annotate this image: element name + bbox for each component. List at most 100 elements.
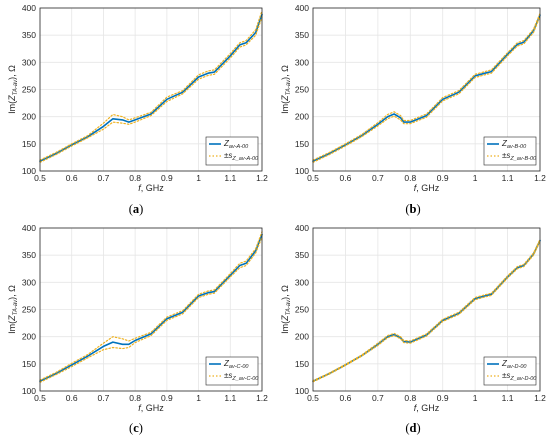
x-tick-label: 0.8 xyxy=(129,393,141,403)
x-tick-label: 0.5 xyxy=(34,173,46,183)
legend-box xyxy=(205,356,259,386)
x-tick-label: 0.7 xyxy=(372,173,384,183)
legend: Zav-B-00±sZ_av-B-00 xyxy=(483,136,537,166)
x-tick-label: 1.2 xyxy=(256,173,268,183)
x-tick-label: 0.6 xyxy=(340,393,352,403)
y-tick-label: 300 xyxy=(22,57,36,67)
x-axis-label: f, GHz xyxy=(138,183,164,193)
x-tick-label: 1.1 xyxy=(502,173,514,183)
legend-box xyxy=(205,136,259,166)
deviation-line xyxy=(39,10,263,161)
x-tick-label: 1.1 xyxy=(224,173,236,183)
y-tick-label: 350 xyxy=(295,250,309,260)
legend-label: ±sZ_av-C-00 xyxy=(224,371,259,382)
x-tick-label: 1.2 xyxy=(534,393,546,403)
chart-panel: 0.5 0.6 0.7 0.8 0.9 1 1.1 1.2 100 150 200 250 300 350… xyxy=(280,3,546,216)
y-tick-label: 100 xyxy=(295,166,309,176)
y-tick-label: 100 xyxy=(22,386,36,396)
y-tick-label: 350 xyxy=(22,30,36,40)
y-tick-label: 350 xyxy=(22,250,36,260)
legend: Zav-C-00±sZ_av-C-00 xyxy=(205,356,259,386)
x-tick-label: 1.1 xyxy=(224,393,236,403)
y-tick-label: 300 xyxy=(295,57,309,67)
legend-label: Zav-B-00 xyxy=(501,139,527,150)
deviation-line xyxy=(312,238,541,382)
x-tick-label: 1 xyxy=(196,173,201,183)
x-tick-label: 0.7 xyxy=(98,173,110,183)
x-tick-label: 0.5 xyxy=(307,393,319,403)
panel-caption: (b) xyxy=(405,202,420,216)
y-tick-label: 200 xyxy=(22,112,36,122)
series-line xyxy=(312,14,541,162)
y-tick-label: 150 xyxy=(295,359,309,369)
y-tick-label: 150 xyxy=(22,139,36,149)
x-tick-label: 1 xyxy=(196,393,201,403)
y-tick-label: 250 xyxy=(22,305,36,315)
deviation-line xyxy=(312,16,541,163)
x-axis-label: f, GHz xyxy=(414,183,440,193)
y-axis-label: Im(ZTA-av), Ω xyxy=(280,285,292,334)
legend-label: Zav-D-00 xyxy=(501,359,527,370)
x-tick-label: 0.9 xyxy=(437,173,449,183)
x-tick-label: 0.7 xyxy=(98,393,110,403)
panel-caption: (c) xyxy=(129,421,143,435)
y-axis-label: Im(ZTA-av), Ω xyxy=(280,65,292,114)
deviation-line xyxy=(39,236,263,383)
y-tick-label: 350 xyxy=(295,30,309,40)
series-line xyxy=(39,233,263,383)
y-tick-label: 200 xyxy=(295,112,309,122)
y-tick-label: 250 xyxy=(295,305,309,315)
series-line xyxy=(312,239,541,383)
x-tick-label: 0.5 xyxy=(307,173,319,183)
legend-label: ±sZ_av-D-00 xyxy=(502,371,537,382)
x-tick-label: 0.6 xyxy=(340,173,352,183)
y-tick-label: 400 xyxy=(295,3,309,13)
x-tick-label: 0.7 xyxy=(372,393,384,403)
y-tick-label: 150 xyxy=(22,359,36,369)
deviation-line xyxy=(312,12,541,161)
axes-frame xyxy=(312,227,541,392)
x-tick-label: 1 xyxy=(473,393,478,403)
x-tick-label: 0.8 xyxy=(129,173,141,183)
y-axis-label: Im(ZTA-av), Ω xyxy=(7,65,19,114)
x-tick-label: 0.8 xyxy=(404,393,416,403)
y-axis-label: Im(ZTA-av), Ω xyxy=(7,285,19,334)
x-tick-label: 0.6 xyxy=(66,173,78,183)
y-tick-label: 100 xyxy=(295,386,309,396)
legend-label: Zav-C-00 xyxy=(223,359,249,370)
deviation-line xyxy=(39,231,263,381)
chart-panel: 0.5 0.6 0.7 0.8 0.9 1 1.1 1.2 100 150 200 250 300 350… xyxy=(280,223,546,435)
x-tick-label: 1.2 xyxy=(256,393,268,403)
y-tick-label: 400 xyxy=(22,3,36,13)
x-tick-label: 0.9 xyxy=(161,173,173,183)
y-tick-label: 250 xyxy=(22,85,36,95)
legend-box xyxy=(483,356,537,386)
y-tick-label: 250 xyxy=(295,85,309,95)
legend: Zav-D-00±sZ_av-D-00 xyxy=(483,356,537,386)
y-tick-label: 400 xyxy=(22,223,36,233)
x-tick-label: 0.9 xyxy=(437,393,449,403)
x-tick-label: 1 xyxy=(473,173,478,183)
y-tick-label: 150 xyxy=(295,139,309,149)
x-axis-label: f, GHz xyxy=(414,403,440,413)
x-tick-label: 1.1 xyxy=(502,393,514,403)
axes-frame xyxy=(39,7,263,172)
deviation-line xyxy=(39,16,263,163)
y-tick-label: 300 xyxy=(22,277,36,287)
axes-frame xyxy=(39,227,263,392)
y-tick-label: 200 xyxy=(295,332,309,342)
series-line xyxy=(39,13,263,162)
panel-caption: (d) xyxy=(405,421,420,435)
legend: Zav-A-00±sZ_av-A-00 xyxy=(205,136,259,166)
x-tick-label: 0.6 xyxy=(66,393,78,403)
y-tick-label: 200 xyxy=(22,332,36,342)
legend-label: ±sZ_av-A-00 xyxy=(224,151,259,162)
legend-label: Zav-A-00 xyxy=(223,139,249,150)
chart-panel: 0.5 0.6 0.7 0.8 0.9 1 1.1 1.2 100 150 200 250 300 350… xyxy=(7,3,268,216)
x-tick-label: 1.2 xyxy=(534,173,546,183)
x-axis-label: f, GHz xyxy=(138,403,164,413)
x-tick-label: 0.9 xyxy=(161,393,173,403)
y-tick-label: 400 xyxy=(295,223,309,233)
panel-caption: (a) xyxy=(129,202,144,216)
